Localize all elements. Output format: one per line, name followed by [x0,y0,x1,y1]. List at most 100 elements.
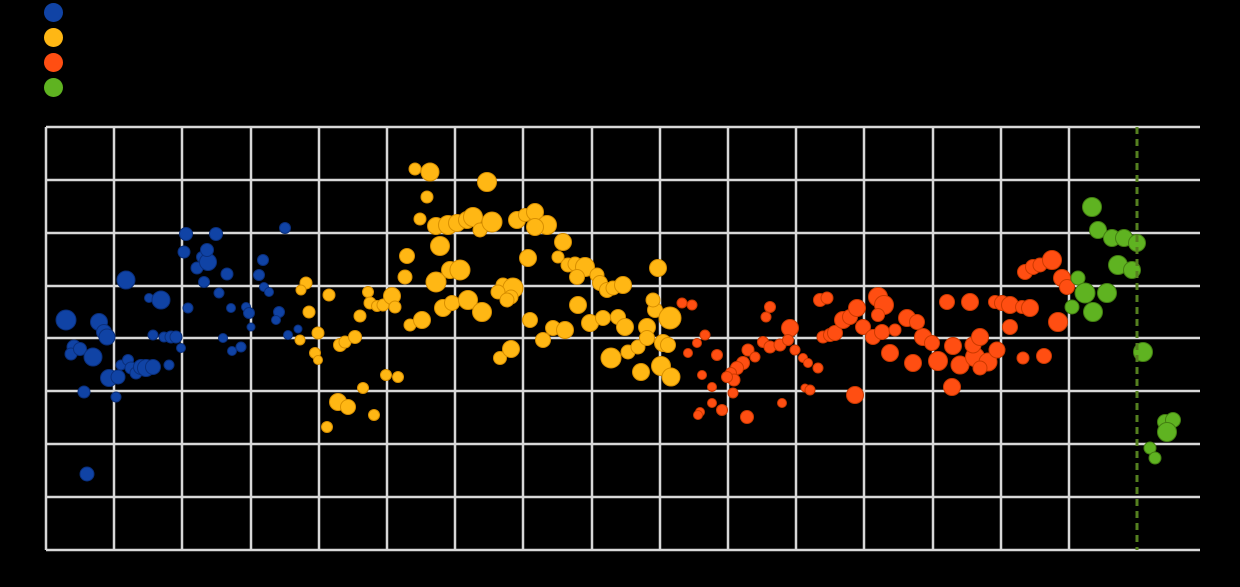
series-1-data-point [293,324,303,334]
series-1-data-point [98,328,116,346]
series-2-data-point [649,259,667,277]
series-2-data-point [569,296,587,314]
series-2-data-point [425,271,447,293]
series-3-data-point [904,354,922,372]
series-3-data-point [812,362,824,374]
series-1-data-point [235,341,247,353]
series-3-data-point [707,382,717,392]
series-2-data-point [554,233,572,251]
series-3-data-point [727,387,739,399]
series-2-data-point [481,211,503,233]
series-1-data-point [198,276,210,288]
series-2-data-point [658,306,682,330]
legend-dot-icon [44,53,63,72]
series-1-data-point [264,287,274,297]
series-2-data-point [472,302,492,322]
series-3-data-point [988,341,1006,359]
series-4-group [1064,197,1181,465]
series-1-data-point [182,302,194,314]
series-3-data-point [760,311,772,323]
series-3-data-point [740,410,754,424]
series-2-data-point [413,311,431,329]
series-1-data-point [169,330,183,344]
series-2-data-point [535,332,551,348]
series-1-data-point [176,343,186,353]
series-2-data-point [551,250,565,264]
series-3-data-point [1002,319,1018,335]
series-1-data-point [283,330,293,340]
series-3-data-point [697,370,707,380]
series-3-data-point [782,334,794,346]
series-1-data-point [145,359,161,375]
series-2-data-point [519,249,537,267]
series-1-data-point [279,222,291,234]
series-2-data-point [322,288,336,302]
series-2-data-point [413,212,427,226]
series-3-data-point [693,410,703,420]
series-1-data-point [227,346,237,356]
series-1-data-point [226,303,236,313]
series-3-data-point [928,351,948,371]
series-2-data-point [340,399,356,415]
series-1-data-point [218,333,228,343]
series-1-data-point [110,391,122,403]
series-2-data-point [313,355,323,365]
series-4-data-point [1082,197,1102,217]
series-3-data-point [1016,351,1030,365]
series-3-data-point [939,294,955,310]
series-3-data-point [888,323,902,337]
series-3-data-point [820,291,834,305]
series-3-data-point [1059,279,1075,295]
series-2-data-point [294,334,306,346]
series-2-data-point [295,284,307,296]
series-2-data-point [420,162,440,182]
series-1-data-point [257,254,269,266]
series-2-data-point [380,369,392,381]
series-2-data-point [661,367,681,387]
legend-item-3[interactable] [44,53,71,72]
series-2-data-point [311,326,325,340]
series-3-data-point [971,328,989,346]
series-2-data-point [660,337,676,353]
series-3-data-point [683,348,693,358]
series-3-data-point [1021,299,1039,317]
series-3-data-point [961,293,979,311]
series-3-data-point [871,308,885,322]
series-3-data-point [909,314,925,330]
series-1-data-point [200,243,214,257]
series-3-data-point [881,344,899,362]
series-3-data-point [764,301,776,313]
series-1-data-point [73,342,87,356]
series-2-data-point [449,259,471,281]
series-3-data-point [686,299,698,311]
series-2-data-point [632,363,650,381]
legend-dot-icon [44,28,63,47]
series-2-data-point [600,347,622,369]
series-1-data-point [151,290,171,310]
series-1-data-point [220,267,234,281]
series-3-data-point [972,360,988,376]
chart-legend [44,3,71,97]
series-1-group [55,222,303,482]
series-2-data-point [302,305,316,319]
series-1-data-point [163,359,175,371]
series-1-data-point [83,347,103,367]
series-1-data-point [213,287,225,299]
series-2-data-point [353,309,367,323]
series-1-data-point [79,466,95,482]
series-3-data-point [789,344,801,356]
series-2-data-point [493,351,507,365]
series-4-data-point [1074,282,1096,304]
series-3-data-point [741,343,755,357]
series-3-data-point [707,398,717,408]
series-3-data-point [777,398,787,408]
series-1-data-point [253,269,265,281]
series-3-data-point [855,319,871,335]
legend-item-4[interactable] [44,78,71,97]
series-2-data-point [477,172,497,192]
legend-item-1[interactable] [44,3,71,22]
series-1-data-point [177,245,191,259]
series-3-data-point [804,384,816,396]
series-2-data-point [392,371,404,383]
legend-item-2[interactable] [44,28,71,47]
